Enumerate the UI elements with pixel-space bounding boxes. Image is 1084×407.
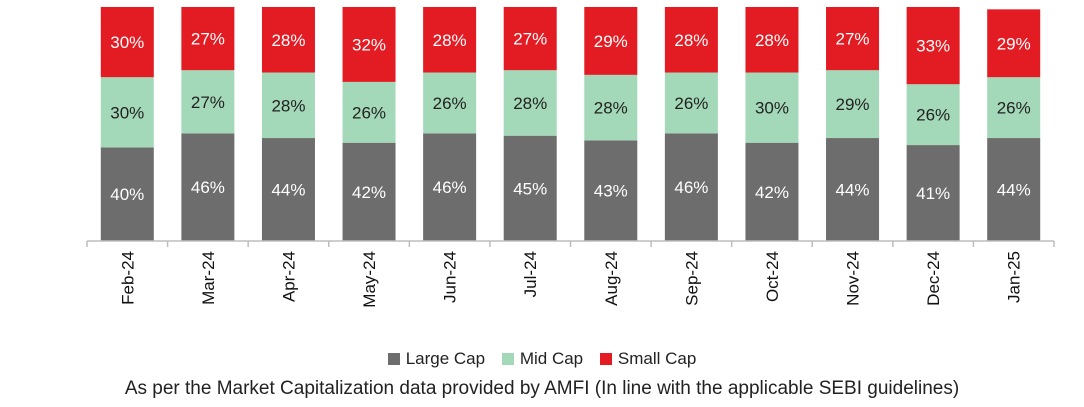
data-label-small-cap-apr-24: 28%	[271, 31, 305, 50]
bar-mid-cap-oct-24	[745, 72, 799, 143]
bar-mid-cap-jan-25	[987, 77, 1041, 139]
bar-small-cap-apr-24	[261, 7, 315, 73]
bar-mid-cap-jul-24	[503, 70, 557, 136]
data-label-small-cap-dec-24: 33%	[916, 37, 950, 56]
data-label-small-cap-nov-24: 27%	[836, 30, 870, 49]
data-label-mid-cap-mar-24: 27%	[191, 93, 225, 112]
data-label-mid-cap-may-24: 26%	[352, 103, 386, 122]
bar-mid-cap-nov-24	[826, 70, 880, 139]
data-label-large-cap-aug-24: 43%	[594, 182, 628, 201]
data-label-small-cap-jan-25: 29%	[997, 34, 1031, 53]
data-label-large-cap-jan-25: 44%	[997, 181, 1031, 200]
data-label-mid-cap-jan-25: 26%	[997, 99, 1031, 118]
data-label-large-cap-dec-24: 41%	[916, 184, 950, 203]
bar-large-cap-jul-24	[503, 135, 557, 241]
data-label-small-cap-aug-24: 29%	[594, 32, 628, 51]
data-label-large-cap-feb-24: 40%	[110, 185, 144, 204]
bar-mid-cap-may-24	[342, 81, 396, 143]
bar-small-cap-jun-24	[423, 7, 477, 73]
x-tick-label-dec-24: Dec-24	[924, 251, 943, 306]
bar-small-cap-aug-24	[584, 7, 638, 75]
legend-swatch-mid-cap	[501, 353, 514, 365]
bar-large-cap-feb-24	[100, 147, 154, 241]
chart-legend: Large Cap Mid Cap Small Cap	[0, 349, 1084, 370]
data-label-small-cap-sep-24: 28%	[674, 31, 708, 50]
legend-item-small-cap: Small Cap	[599, 349, 697, 369]
bar-large-cap-apr-24	[261, 138, 315, 241]
bar-small-cap-mar-24	[181, 7, 235, 71]
bar-large-cap-mar-24	[181, 133, 235, 241]
bar-mid-cap-mar-24	[181, 70, 235, 134]
bar-small-cap-jan-25	[987, 9, 1041, 78]
legend-item-large-cap: Large Cap	[387, 349, 486, 369]
legend-swatch-large-cap	[387, 353, 400, 365]
legend-label-mid-cap: Mid Cap	[519, 349, 584, 368]
data-label-large-cap-jun-24: 46%	[433, 178, 467, 197]
data-label-mid-cap-jul-24: 28%	[513, 94, 547, 113]
bar-small-cap-dec-24	[906, 7, 960, 85]
data-label-mid-cap-sep-24: 26%	[674, 94, 708, 113]
bar-small-cap-sep-24	[664, 7, 718, 73]
bar-small-cap-jul-24	[503, 7, 557, 71]
bar-small-cap-nov-24	[826, 7, 880, 71]
x-tick-label-apr-24: Apr-24	[279, 251, 298, 302]
data-label-large-cap-apr-24: 44%	[271, 181, 305, 200]
bar-mid-cap-sep-24	[664, 72, 718, 134]
bar-large-cap-sep-24	[664, 133, 718, 241]
legend-swatch-small-cap	[599, 353, 612, 365]
data-label-mid-cap-aug-24: 28%	[594, 99, 628, 118]
stacked-bar-chart: 40% 30% 30% Feb-24 46% 27% 27% Mar-24 44% 28% 28% A…	[86, 7, 1055, 308]
data-label-small-cap-oct-24: 28%	[755, 31, 789, 50]
data-label-mid-cap-nov-24: 29%	[836, 95, 870, 114]
legend-label-small-cap: Small Cap	[617, 349, 697, 368]
x-tick-label-jul-24: Jul-24	[521, 251, 540, 297]
bar-small-cap-oct-24	[745, 7, 799, 73]
data-label-large-cap-oct-24: 42%	[755, 183, 789, 202]
bar-large-cap-may-24	[342, 142, 396, 241]
data-label-small-cap-feb-24: 30%	[110, 33, 144, 52]
data-label-small-cap-mar-24: 27%	[191, 30, 225, 49]
bar-large-cap-oct-24	[745, 142, 799, 241]
data-label-small-cap-may-24: 32%	[352, 35, 386, 54]
x-tick-label-may-24: May-24	[360, 251, 379, 308]
x-tick-label-mar-24: Mar-24	[199, 251, 218, 305]
data-label-large-cap-jul-24: 45%	[513, 179, 547, 198]
data-label-small-cap-jul-24: 27%	[513, 30, 547, 49]
bar-large-cap-nov-24	[826, 138, 880, 241]
data-label-large-cap-sep-24: 46%	[674, 178, 708, 197]
x-tick-label-jun-24: Jun-24	[441, 251, 460, 303]
bar-large-cap-aug-24	[584, 140, 638, 241]
bar-large-cap-dec-24	[906, 145, 960, 241]
bar-mid-cap-aug-24	[584, 74, 638, 141]
bar-large-cap-jan-25	[987, 138, 1041, 241]
bar-small-cap-may-24	[342, 7, 396, 82]
data-label-mid-cap-feb-24: 30%	[110, 103, 144, 122]
bar-large-cap-jun-24	[423, 133, 477, 241]
data-label-mid-cap-oct-24: 30%	[755, 99, 789, 118]
x-tick-label-oct-24: Oct-24	[763, 251, 782, 302]
data-label-mid-cap-jun-24: 26%	[433, 94, 467, 113]
x-tick-label-aug-24: Aug-24	[602, 251, 621, 306]
legend-label-large-cap: Large Cap	[405, 349, 486, 368]
bar-mid-cap-dec-24	[906, 84, 960, 146]
x-tick-label-feb-24: Feb-24	[118, 251, 137, 305]
bar-small-cap-feb-24	[100, 7, 154, 78]
data-label-small-cap-jun-24: 28%	[433, 31, 467, 50]
bar-mid-cap-feb-24	[100, 77, 154, 148]
data-label-mid-cap-apr-24: 28%	[271, 96, 305, 115]
data-label-large-cap-nov-24: 44%	[836, 181, 870, 200]
bar-mid-cap-jun-24	[423, 72, 477, 134]
footnote: As per the Market Capitalization data pr…	[124, 378, 960, 399]
legend-item-mid-cap: Mid Cap	[501, 349, 584, 369]
bar-mid-cap-apr-24	[261, 72, 315, 139]
data-label-large-cap-mar-24: 46%	[191, 178, 225, 197]
x-tick-label-nov-24: Nov-24	[844, 251, 863, 306]
x-tick-label-jan-25: Jan-25	[1005, 251, 1024, 303]
x-tick-label-sep-24: Sep-24	[682, 251, 701, 306]
data-label-large-cap-may-24: 42%	[352, 183, 386, 202]
data-label-mid-cap-dec-24: 26%	[916, 106, 950, 125]
